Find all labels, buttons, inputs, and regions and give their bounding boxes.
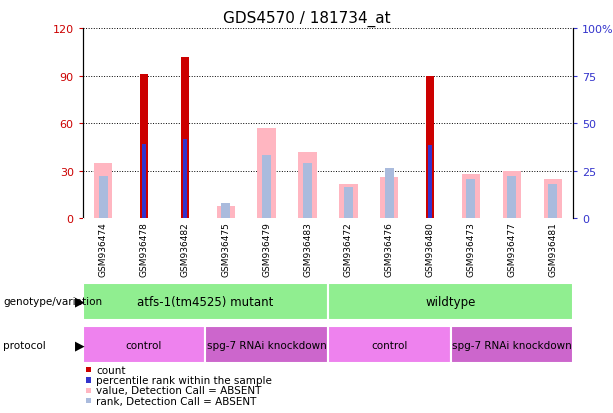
Text: genotype/variation: genotype/variation	[3, 297, 102, 306]
Bar	[544, 179, 562, 219]
Bar	[548, 184, 557, 219]
Text: GSM936475: GSM936475	[221, 222, 230, 277]
Text: GSM936474: GSM936474	[99, 222, 108, 276]
Text: GSM936478: GSM936478	[140, 222, 148, 277]
Text: GDS4570 / 181734_at: GDS4570 / 181734_at	[223, 10, 390, 26]
Text: GSM936481: GSM936481	[548, 222, 557, 277]
Bar	[503, 171, 521, 219]
Text: wildtype: wildtype	[425, 295, 476, 308]
Bar	[466, 179, 476, 219]
Bar	[140, 75, 148, 219]
Text: GSM936472: GSM936472	[344, 222, 353, 276]
Text: GSM936477: GSM936477	[508, 222, 516, 277]
Bar	[205, 326, 328, 363]
Text: value, Detection Call = ABSENT: value, Detection Call = ABSENT	[96, 385, 262, 395]
Bar	[385, 168, 394, 219]
Bar	[427, 76, 434, 219]
Bar	[181, 57, 189, 219]
Bar	[216, 206, 235, 219]
Text: ▶: ▶	[75, 338, 85, 351]
Text: GSM936482: GSM936482	[180, 222, 189, 276]
Text: count: count	[96, 365, 126, 375]
Bar	[508, 176, 516, 219]
Text: GSM936479: GSM936479	[262, 222, 271, 277]
Bar	[221, 203, 230, 219]
Bar	[262, 156, 271, 219]
Bar	[83, 326, 205, 363]
Text: GSM936476: GSM936476	[385, 222, 394, 277]
Text: protocol: protocol	[3, 340, 46, 350]
Text: control: control	[371, 340, 408, 350]
Bar	[428, 146, 432, 219]
Bar	[83, 283, 328, 320]
Text: GSM936480: GSM936480	[425, 222, 435, 277]
Bar	[344, 187, 353, 219]
Text: percentile rank within the sample: percentile rank within the sample	[96, 375, 272, 385]
Bar	[328, 283, 573, 320]
Bar	[99, 176, 108, 219]
Bar	[328, 326, 451, 363]
Bar	[303, 164, 312, 219]
Bar	[142, 145, 146, 219]
Text: spg-7 RNAi knockdown: spg-7 RNAi knockdown	[207, 340, 327, 350]
Bar	[257, 129, 276, 219]
Bar	[462, 175, 480, 219]
Text: ▶: ▶	[75, 295, 85, 308]
Text: GSM936473: GSM936473	[466, 222, 476, 277]
Bar	[451, 326, 573, 363]
Text: rank, Detection Call = ABSENT: rank, Detection Call = ABSENT	[96, 396, 257, 406]
Bar	[339, 184, 357, 219]
Text: atfs-1(tm4525) mutant: atfs-1(tm4525) mutant	[137, 295, 273, 308]
Text: control: control	[126, 340, 162, 350]
Bar	[380, 178, 398, 219]
Text: GSM936483: GSM936483	[303, 222, 312, 277]
Bar	[183, 140, 187, 219]
Bar	[94, 164, 112, 219]
Bar	[299, 152, 317, 219]
Text: spg-7 RNAi knockdown: spg-7 RNAi knockdown	[452, 340, 572, 350]
